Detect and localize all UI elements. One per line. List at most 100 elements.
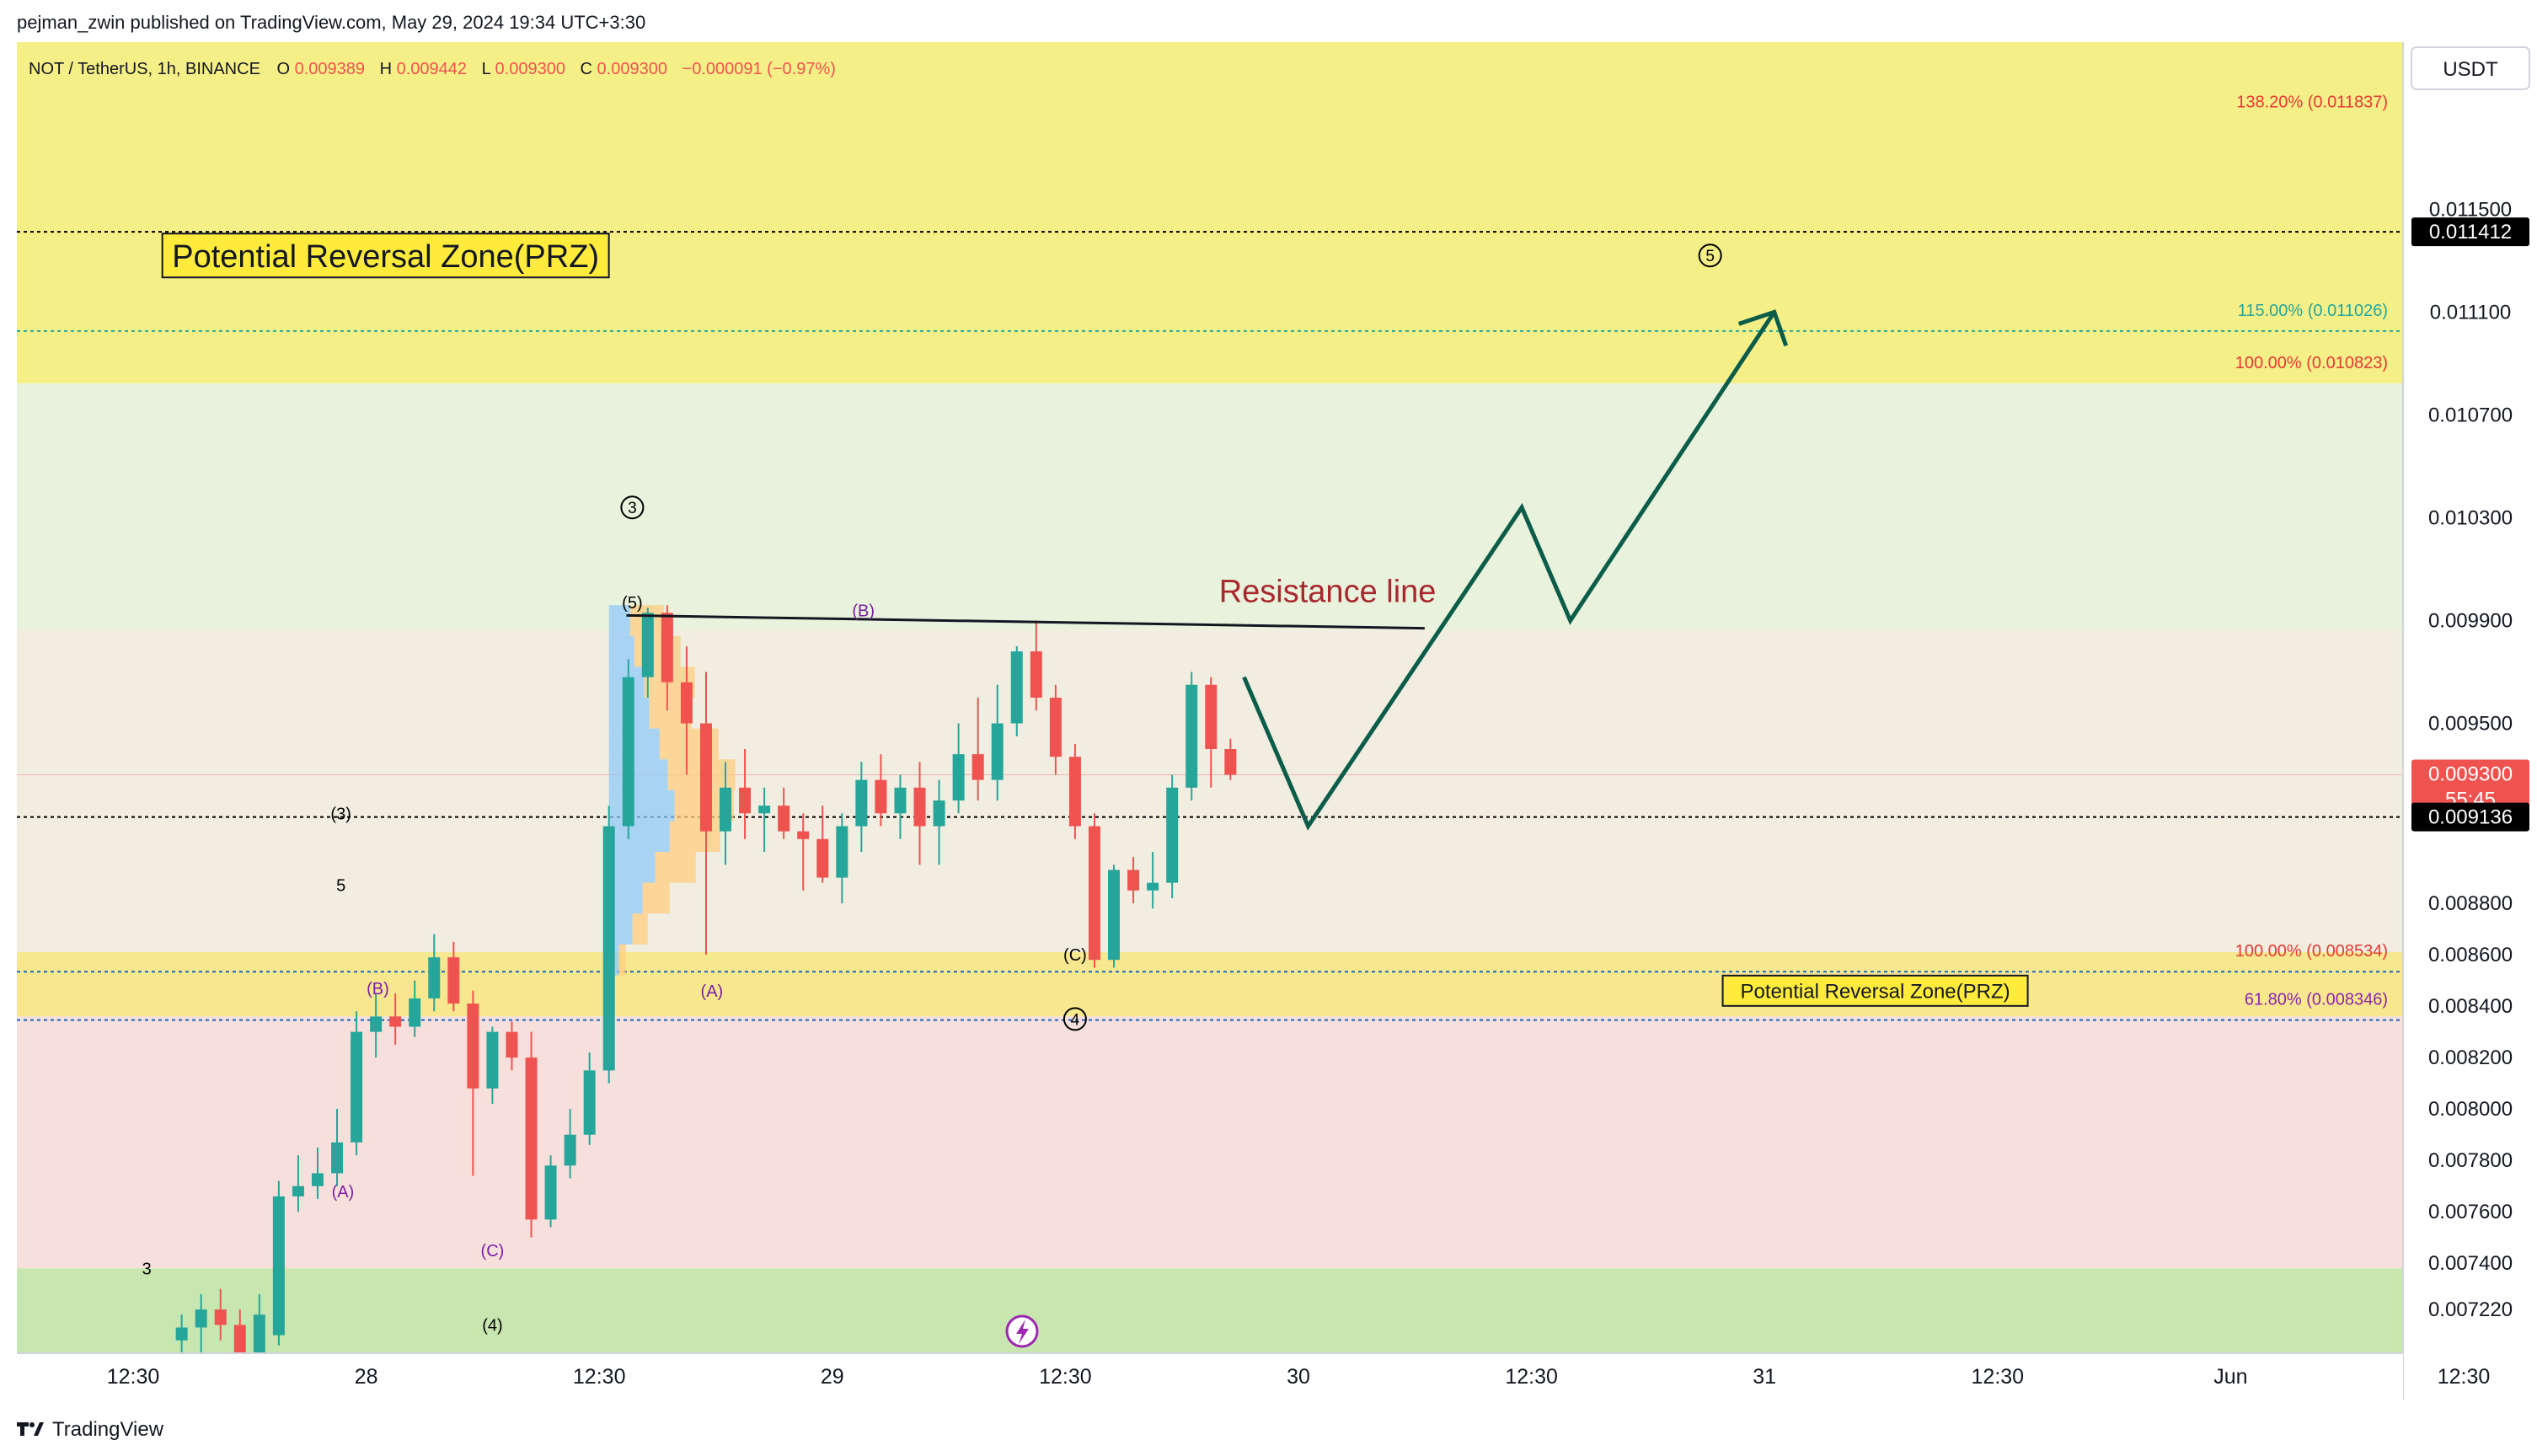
volume-profile-bar <box>608 605 630 636</box>
candle[interactable] <box>1186 672 1198 801</box>
candle[interactable] <box>389 993 402 1045</box>
candle[interactable] <box>1049 684 1062 775</box>
projection-polyline[interactable] <box>1242 310 1776 831</box>
candle[interactable] <box>195 1293 207 1353</box>
candle[interactable] <box>1224 738 1237 780</box>
candle[interactable] <box>1127 857 1140 904</box>
candles[interactable] <box>175 605 1237 1379</box>
candle-body <box>720 787 732 832</box>
candle[interactable] <box>467 990 479 1176</box>
candle[interactable] <box>1166 774 1179 898</box>
candle[interactable] <box>699 672 712 956</box>
candle[interactable] <box>292 1155 304 1212</box>
lightning-event-icon[interactable] <box>1005 1314 1039 1348</box>
candle[interactable] <box>913 762 926 865</box>
wave-label[interactable]: (3) <box>330 805 351 823</box>
candle[interactable] <box>506 1021 518 1071</box>
candle[interactable] <box>428 934 441 1012</box>
prz-label[interactable]: Potential Reversal Zone(PRZ) <box>161 233 610 279</box>
volume-profile-bar <box>608 790 675 822</box>
candle[interactable] <box>370 993 383 1058</box>
candle[interactable] <box>816 806 829 883</box>
candle[interactable] <box>525 1031 538 1238</box>
wave-label[interactable]: (B) <box>367 980 389 998</box>
prz-label-text: Potential Reversal Zone(PRZ) <box>172 239 599 275</box>
symbol-legend[interactable]: NOT / TetherUS, 1h, BINANCE O 0.009389 H… <box>29 60 836 78</box>
candle[interactable] <box>409 980 421 1037</box>
candle-body <box>1049 698 1062 757</box>
candle[interactable] <box>1205 677 1218 788</box>
low-value: 0.009300 <box>495 60 565 78</box>
candle[interactable] <box>758 787 771 853</box>
wave-label[interactable]: (B) <box>852 602 875 620</box>
candle[interactable] <box>1030 620 1042 711</box>
resistance-line-segment[interactable] <box>626 613 1425 630</box>
candle[interactable] <box>971 698 984 801</box>
candle[interactable] <box>778 787 790 839</box>
candle[interactable] <box>311 1147 324 1199</box>
wave-label[interactable]: (C) <box>1063 946 1087 965</box>
candle[interactable] <box>331 1109 344 1186</box>
wave-label[interactable]: 5 <box>1705 248 1715 265</box>
price-tick-label: 0.008200 <box>2428 1046 2513 1069</box>
candle[interactable] <box>933 779 945 865</box>
volume-profile-bar <box>608 852 656 883</box>
close-value: 0.009300 <box>597 60 667 78</box>
candle[interactable] <box>544 1155 557 1228</box>
price-tick-label: 0.009500 <box>2428 713 2513 736</box>
wave-label[interactable]: (A) <box>332 1183 355 1202</box>
candle[interactable] <box>564 1109 576 1179</box>
candle[interactable] <box>991 684 1004 801</box>
candle[interactable] <box>602 806 615 1084</box>
time-tick-label: 31 <box>1753 1365 1776 1389</box>
projection-path[interactable] <box>1242 309 1789 831</box>
candle[interactable] <box>622 659 634 839</box>
wave-label[interactable]: (5) <box>622 594 642 613</box>
candle-body <box>913 787 926 827</box>
candle[interactable] <box>855 762 868 853</box>
candle[interactable] <box>486 1026 499 1105</box>
candle[interactable] <box>583 1052 596 1145</box>
currency-button[interactable]: USDT <box>2411 46 2530 90</box>
fibonacci-labels: 138.20% (0.011837) 115.00% (0.011026) 100.… <box>2235 93 2388 1009</box>
wave-labels[interactable]: 3 (5) (B) (3) 5 (B) (A) (C) 4 (A) (C) 3 (4) 5 <box>142 244 1722 1335</box>
candle-body <box>816 838 829 878</box>
prz-label[interactable]: Potential Reversal Zone(PRZ) <box>1721 974 2029 1007</box>
candle-body <box>506 1031 518 1058</box>
candle[interactable] <box>351 1011 363 1156</box>
price-marker-label: 0.009300 <box>2428 763 2513 786</box>
wave-label[interactable]: 3 <box>628 500 637 517</box>
candle[interactable] <box>1010 645 1023 736</box>
wave-label[interactable]: 3 <box>142 1260 152 1278</box>
candle[interactable] <box>894 774 907 839</box>
candle[interactable] <box>720 762 732 865</box>
candle-body <box>991 723 1004 780</box>
candle-body <box>447 957 460 1004</box>
candle[interactable] <box>739 749 752 839</box>
candle[interactable] <box>447 941 460 1012</box>
wave-label[interactable]: (C) <box>481 1242 505 1261</box>
candle[interactable] <box>1068 743 1081 839</box>
price-tick-label: 0.007220 <box>2428 1298 2513 1321</box>
prz-labels[interactable]: Potential Reversal Zone(PRZ) Potential Re… <box>161 233 2029 1007</box>
resistance-line[interactable]: Resistance line <box>626 574 1436 630</box>
candle[interactable] <box>1088 813 1100 968</box>
candle[interactable] <box>952 723 965 814</box>
candle[interactable] <box>1108 864 1121 968</box>
wave-label[interactable]: (4) <box>482 1316 502 1335</box>
candle[interactable] <box>1147 852 1159 909</box>
wave-label[interactable]: (A) <box>701 982 724 1001</box>
wave-label[interactable]: 5 <box>336 877 345 896</box>
wave-label[interactable]: 4 <box>1071 1011 1080 1029</box>
candle[interactable] <box>836 813 848 904</box>
candle[interactable] <box>680 645 693 775</box>
candle[interactable] <box>641 608 654 698</box>
candle[interactable] <box>214 1288 227 1341</box>
candle[interactable] <box>272 1180 285 1346</box>
candle[interactable] <box>875 754 887 827</box>
candle[interactable] <box>797 813 810 891</box>
candle-body <box>292 1186 304 1196</box>
candle-body <box>680 682 693 724</box>
candle[interactable] <box>661 605 673 711</box>
